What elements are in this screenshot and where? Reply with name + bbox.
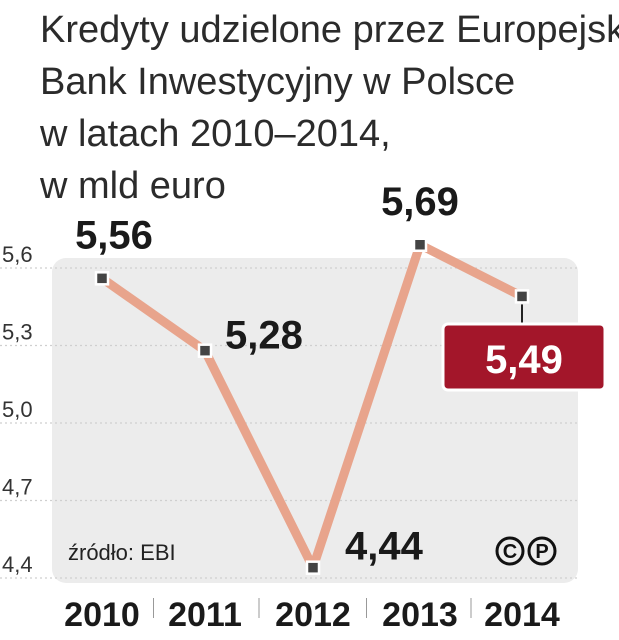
data-label: 5,56 (75, 213, 153, 257)
chart-title: Kredyty udzielone przez Europejski Bank … (40, 4, 619, 212)
x-tick-label: 2012 (275, 596, 351, 634)
y-tick-label: 4,4 (2, 552, 33, 577)
y-axis-ticks: 5,6 5,3 5,0 4,7 4,4 (2, 242, 33, 577)
data-label: 5,69 (381, 180, 459, 224)
y-tick-label: 4,7 (2, 475, 33, 500)
y-tick-label: 5,6 (2, 242, 33, 267)
data-markers (94, 237, 530, 575)
data-point-marker (412, 237, 428, 252)
data-point-marker (305, 560, 321, 575)
source-note: źródło: EBI (68, 540, 176, 565)
data-label: 4,44 (345, 525, 424, 569)
x-tick-label: 2011 (168, 596, 242, 634)
y-tick-label: 5,0 (2, 397, 33, 422)
title-line-3: w latach 2010–2014, (40, 113, 391, 155)
highlight-value-box (441, 322, 607, 392)
x-tick-label: 2014 (484, 596, 560, 634)
copyright-icon: C P (495, 536, 557, 566)
x-axis-ticks: 2010 2011 2012 2013 2014 (64, 596, 560, 634)
data-point-marker (197, 343, 213, 358)
data-labels: 5,56 5,28 4,44 5,69 5,49 (75, 180, 607, 569)
y-tick-label: 5,3 (2, 320, 33, 345)
copyright-p: P (535, 541, 548, 563)
x-tick-label: 2010 (64, 596, 140, 634)
plot-area (52, 258, 578, 583)
title-line-1: Kredyty udzielone przez Europejski (40, 9, 619, 51)
x-tick-label: 2013 (382, 596, 458, 634)
data-label: 5,28 (225, 314, 303, 358)
data-point-marker (94, 271, 110, 286)
copyright-c: C (503, 541, 517, 563)
data-point-marker (514, 289, 530, 304)
title-line-4: w mld euro (40, 165, 226, 207)
data-label: 5,49 (485, 338, 563, 382)
title-line-2: Bank Inwestycyjny w Polsce (40, 61, 516, 103)
